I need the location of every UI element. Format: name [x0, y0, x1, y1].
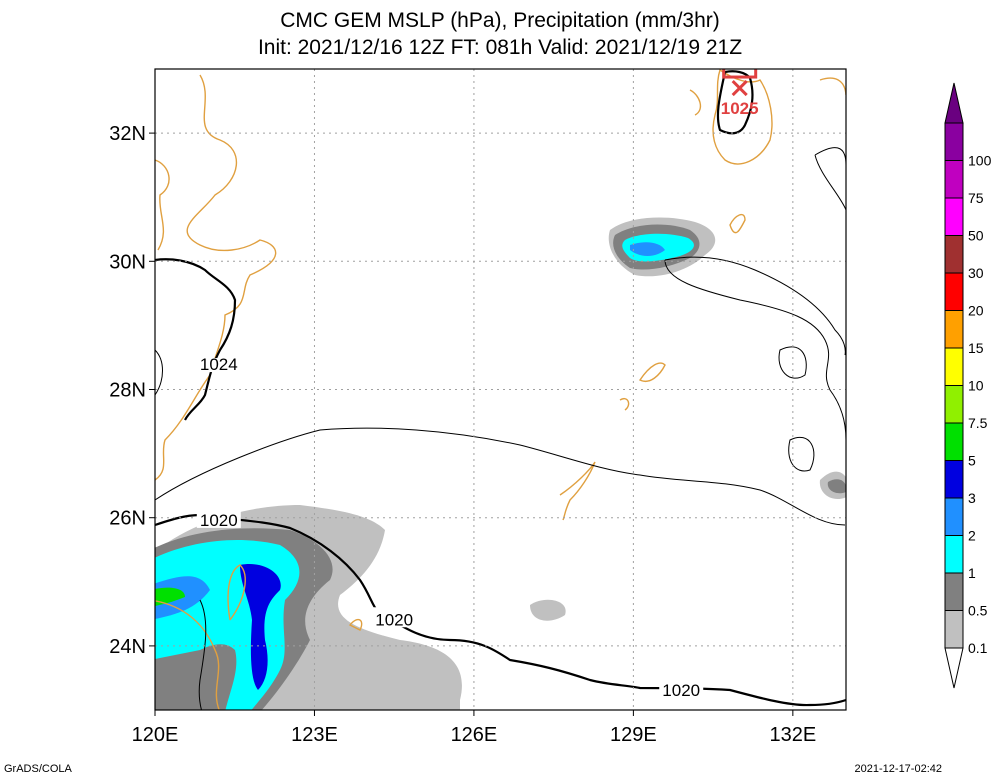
isobar-label: 1020 [662, 681, 700, 700]
high-pressure-marker: 1025 [721, 69, 759, 118]
colorbar-label: 10 [968, 378, 984, 394]
map-plot: 1025 1024 1020 1020 1020 [155, 69, 846, 710]
isobar-label-bg [204, 358, 233, 373]
colorbar-swatch [944, 572, 964, 611]
x-tick-label: 129E [610, 724, 657, 746]
colorbar-label: 1 [968, 565, 976, 581]
y-tick-label: 30N [109, 251, 146, 273]
colorbar-swatch [944, 535, 964, 574]
colorbar-top-triangle [944, 82, 964, 124]
colorbar-label: 30 [968, 265, 984, 281]
y-axis: 24N 26N 28N 30N 32N [109, 123, 155, 658]
isobar-label: 1020 [375, 610, 413, 629]
colorbar-bottom-triangle [944, 647, 964, 689]
colorbar-swatch [944, 310, 964, 349]
x-tick-label: 126E [451, 724, 498, 746]
colorbar-swatch [944, 347, 964, 386]
colorbar-swatch [944, 235, 964, 274]
x-tick-label: 132E [769, 724, 816, 746]
colorbar-swatch [944, 272, 964, 311]
lat-lon-grid [155, 69, 846, 710]
y-tick-label: 26N [109, 508, 146, 530]
colorbar-swatch [944, 460, 964, 499]
isobars-minor [155, 147, 846, 710]
y-tick-label: 24N [109, 636, 146, 658]
colorbar-swatch [944, 497, 964, 536]
isobar-label: 1020 [200, 511, 238, 530]
colorbar-swatch [944, 197, 964, 236]
cross-icon [731, 79, 748, 97]
colorbar: 100 75 50 30 20 15 10 7.5 5 3 2 1 0.5 0.1 [944, 82, 992, 689]
x-tick-label: 120E [132, 724, 179, 746]
footer-credit: GrADS/COLA [4, 763, 72, 775]
isobar-label-bg [196, 507, 241, 528]
precip-shading [155, 217, 846, 710]
footer-timestamp: 2021-12-17-02:42 [854, 763, 942, 775]
colorbar-label: 100 [968, 153, 992, 169]
isobar-label-bg [372, 607, 417, 628]
chart-subtitle: Init: 2021/12/16 12Z FT: 081h Valid: 202… [257, 36, 743, 59]
colorbar-label: 7.5 [968, 415, 988, 431]
colorbar-swatch [944, 610, 964, 649]
colorbar-label: 3 [968, 490, 976, 506]
colorbar-label: 15 [968, 340, 984, 356]
x-tick-label: 123E [291, 724, 338, 746]
isobars-major [155, 70, 846, 707]
coastlines [155, 69, 846, 710]
colorbar-label: 0.5 [968, 603, 988, 619]
colorbar-label: 0.1 [968, 640, 988, 656]
colorbar-swatch [944, 422, 964, 461]
x-axis: 120E 123E 126E 129E 132E [132, 710, 816, 746]
colorbar-label: 5 [968, 453, 976, 469]
high-pressure-label: 1025 [721, 99, 759, 118]
y-tick-label: 32N [109, 123, 146, 145]
y-tick-label: 28N [109, 380, 146, 402]
colorbar-label: 20 [968, 303, 984, 319]
colorbar-swatch [944, 122, 964, 161]
isobar-label: 1024 [200, 355, 238, 374]
high-h-box [722, 69, 758, 79]
isobar-labels: 1024 1020 1020 1020 [196, 355, 704, 700]
colorbar-label: 75 [968, 190, 984, 206]
colorbar-swatch [944, 160, 964, 199]
chart-title: CMC GEM MSLP (hPa), Precipitation (mm/3h… [280, 9, 720, 32]
colorbar-label: 50 [968, 228, 984, 244]
colorbar-label: 2 [968, 528, 976, 544]
isobar-label-bg [659, 677, 704, 698]
colorbar-swatch [944, 385, 964, 424]
